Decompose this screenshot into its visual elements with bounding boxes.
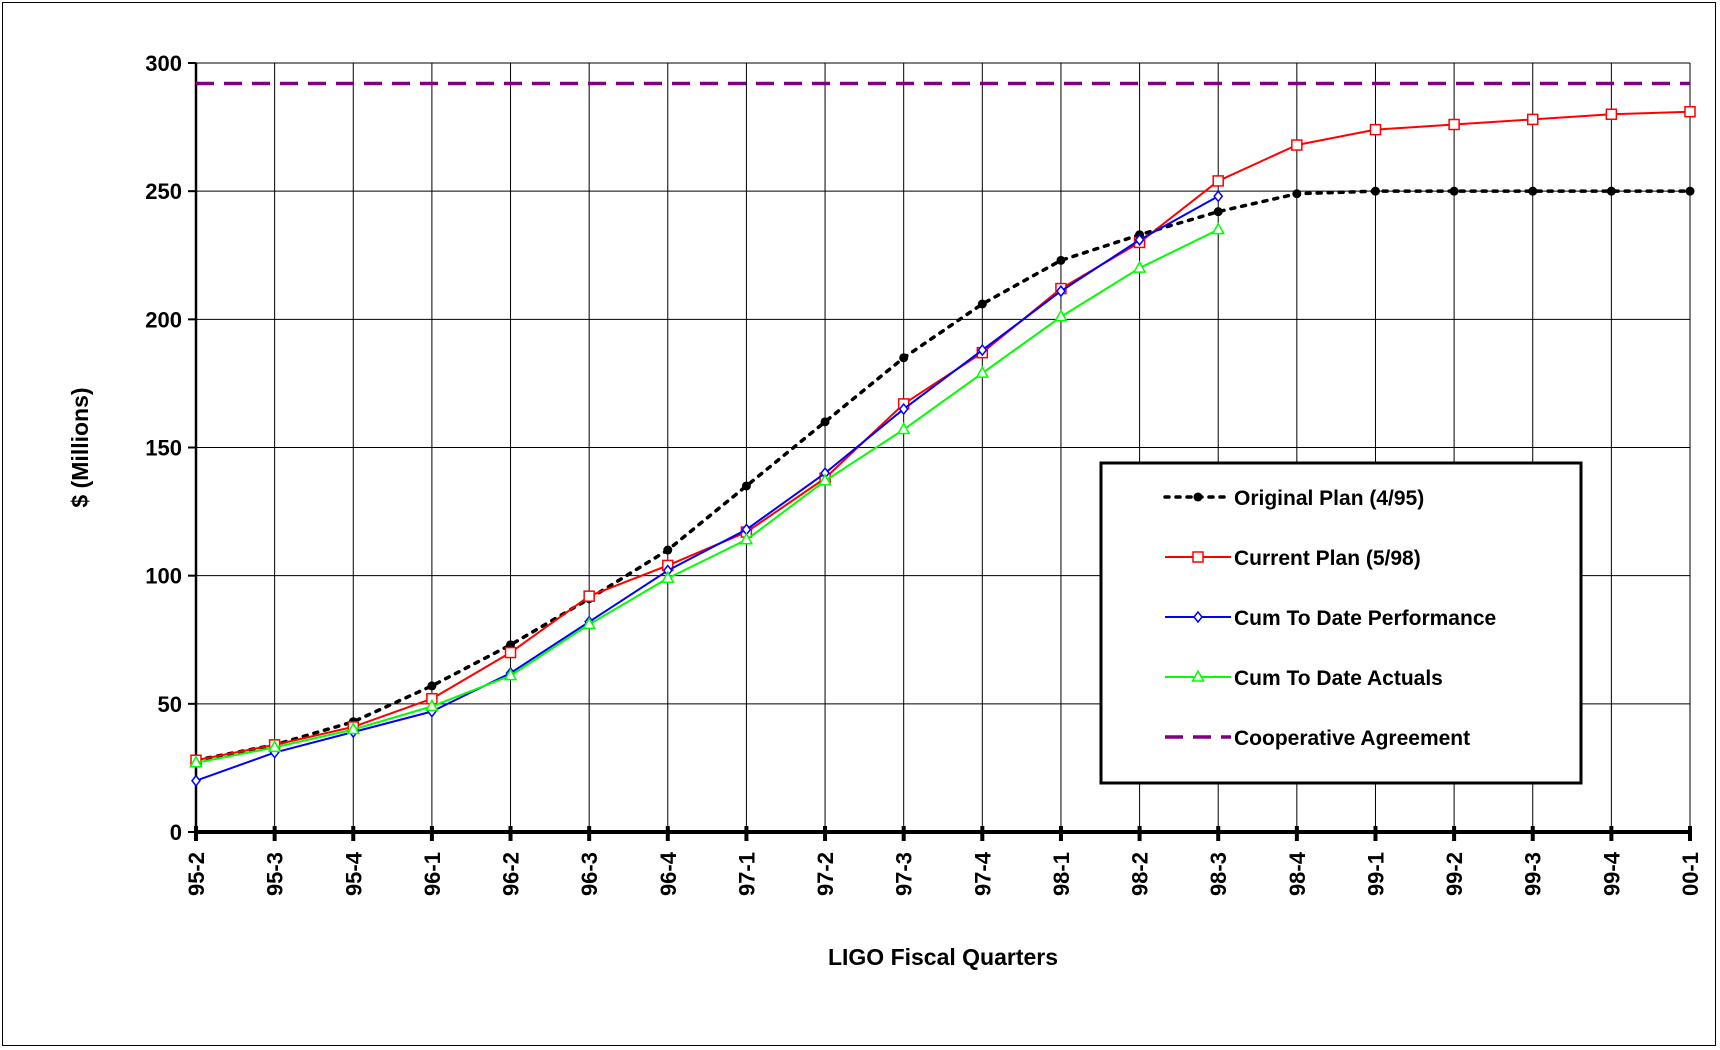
legend-label: Cooperative Agreement (1234, 727, 1470, 750)
x-tick-label: 96-2 (499, 852, 524, 896)
data-point (189, 755, 203, 768)
legend-label: Cum To Date Actuals (1234, 667, 1443, 690)
x-tick-label: 96-4 (656, 851, 681, 896)
series-line (195, 110, 1691, 762)
series-lines (189, 81, 1696, 787)
data-point (1291, 139, 1303, 151)
data-point (1606, 186, 1616, 196)
y-tick-label: 100 (145, 564, 182, 589)
x-tick-label: 96-1 (420, 852, 445, 896)
data-point (1605, 108, 1618, 121)
y-tick-label: 200 (145, 307, 182, 332)
series-line (195, 228, 1219, 764)
data-point (1055, 284, 1066, 298)
x-tick-label: 99-4 (1599, 851, 1624, 896)
data-point (1369, 123, 1382, 136)
legend-item: Cooperative Agreement (1165, 727, 1470, 750)
data-point (1211, 222, 1225, 235)
y-tick-label: 150 (145, 436, 182, 461)
data-point (1448, 118, 1460, 131)
x-tick-label: 99-1 (1363, 852, 1388, 896)
data-point (739, 532, 754, 545)
data-point (267, 739, 282, 753)
x-tick-label: 97-4 (970, 851, 995, 896)
data-point (1054, 309, 1068, 322)
legend-item: Current Plan (5/98) (1165, 547, 1421, 570)
series-cum-to-date-actuals (189, 222, 1225, 768)
x-tick-label: 99-2 (1442, 852, 1467, 896)
data-point (1193, 492, 1203, 502)
data-point (1132, 260, 1147, 273)
legend-item: Cum To Date Performance (1165, 607, 1496, 630)
data-point (1292, 189, 1302, 199)
data-point (1134, 233, 1145, 247)
data-point (427, 681, 437, 691)
data-point (504, 646, 517, 659)
y-tick-label: 50 (158, 692, 182, 717)
data-point (1192, 551, 1204, 563)
data-point (425, 698, 439, 712)
x-tick-label: 97-1 (734, 852, 759, 896)
y-axis-title: $ (Millions) (67, 387, 93, 507)
series-line (195, 195, 1219, 782)
legend-label: Cum To Date Performance (1234, 607, 1496, 630)
y-tick-label: 0 (170, 820, 182, 845)
series-line (194, 189, 1692, 762)
x-tick-label: 98-2 (1128, 852, 1153, 896)
data-point (975, 365, 990, 378)
x-tick-label: 98-1 (1049, 852, 1074, 896)
data-point (661, 570, 675, 583)
legend-label: Original Plan (4/95) (1234, 487, 1424, 510)
legend-item: Original Plan (4/95) (1163, 487, 1424, 510)
x-tick-label: 98-3 (1206, 852, 1231, 896)
data-point (1449, 186, 1459, 196)
data-point (818, 473, 832, 486)
y-tick-label: 300 (145, 51, 182, 76)
x-tick-label: 95-4 (341, 851, 366, 896)
data-point (898, 402, 909, 416)
data-point (1212, 175, 1224, 187)
data-point (1213, 190, 1224, 203)
legend: Original Plan (4/95) Current Plan (5/98) C… (1099, 461, 1583, 785)
data-point (899, 353, 909, 363)
x-tick-label: 97-3 (892, 852, 917, 896)
x-tick-label: 95-3 (263, 852, 288, 896)
data-point (663, 545, 673, 555)
data-point (741, 481, 751, 491)
data-point (1213, 207, 1223, 217)
x-tick-label: 98-4 (1285, 851, 1310, 896)
data-point (191, 774, 201, 787)
data-point (1056, 255, 1066, 265)
data-point (583, 590, 595, 602)
data-point (1193, 610, 1203, 624)
data-point (1526, 113, 1539, 126)
legend-label: Current Plan (5/98) (1234, 547, 1421, 570)
data-point (1685, 186, 1695, 196)
series-cum-to-date-performance (191, 190, 1224, 787)
x-tick-label: 99-3 (1521, 852, 1546, 896)
data-point (1191, 669, 1205, 682)
data-point (977, 299, 987, 309)
y-tick-label: 250 (145, 179, 182, 204)
data-point (820, 417, 830, 427)
data-point (1528, 186, 1538, 196)
x-axis-title: LIGO Fiscal Quarters (828, 944, 1058, 970)
x-tick-label: 96-3 (577, 852, 602, 896)
data-point (346, 721, 361, 735)
data-point (1370, 186, 1380, 196)
data-point (896, 422, 911, 435)
legend-box (1099, 461, 1583, 785)
x-tick-label: 00-1 (1678, 852, 1703, 896)
axes: 0 50 100 150 200 250 300 95-2 95-3 95-4 96-1 96-2 96… (145, 51, 1703, 896)
x-tick-label: 97-2 (813, 852, 838, 896)
legend-item: Cum To Date Actuals (1165, 667, 1443, 690)
data-point (977, 343, 988, 357)
data-point (582, 616, 596, 630)
x-tick-label: 95-2 (184, 852, 209, 896)
data-point (503, 668, 518, 681)
data-point (1684, 105, 1696, 118)
